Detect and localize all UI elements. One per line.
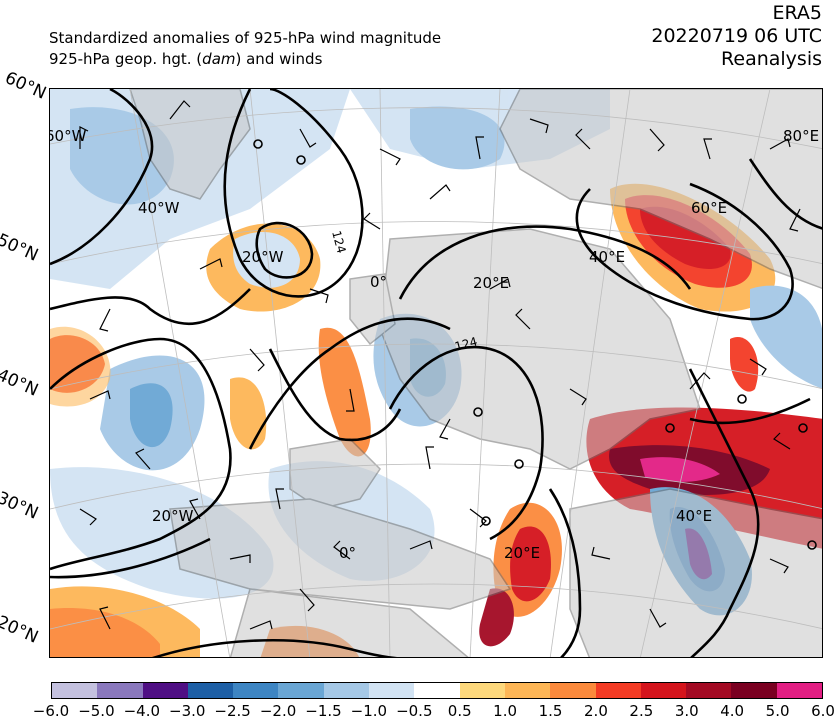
colorbar-segment bbox=[504, 683, 551, 698]
contour-label: 124 bbox=[453, 334, 479, 353]
colorbar-tick-label: −1.5 bbox=[305, 702, 342, 720]
colorbar-segment bbox=[187, 683, 234, 698]
colorbar-segment bbox=[459, 683, 505, 698]
colorbar-segment bbox=[640, 683, 687, 698]
lat-label-40n: 40°N bbox=[0, 365, 42, 401]
colorbar-tick-label: 0.5 bbox=[447, 702, 472, 720]
map-panel[interactable]: 124 124 bbox=[49, 88, 823, 658]
colorbar-tick-label: −6.0 bbox=[32, 702, 70, 720]
title-line-2: 925-hPa geop. hgt. (dam) and winds bbox=[49, 50, 323, 68]
lat-label-20n: 20°N bbox=[0, 612, 42, 648]
title-line-1: Standardized anomalies of 925-hPa wind m… bbox=[49, 29, 442, 47]
station-markers bbox=[253, 139, 817, 550]
lon-label-20w-south: 20°W bbox=[152, 507, 194, 525]
colorbar-ticks: −6.0 −5.0 −4.0 −3.0 −2.5 −2.0 −1.5 −1.0 −0.5 0.5 1… bbox=[0, 702, 834, 724]
colorbar-segment bbox=[52, 683, 98, 698]
colorbar-segment bbox=[414, 683, 460, 698]
colorbar-tick-label: 6.0 bbox=[811, 702, 834, 720]
lon-label-20e-south: 20°E bbox=[504, 544, 540, 562]
datetime-label: 20220719 06 UTC bbox=[651, 25, 822, 47]
colorbar-segment bbox=[233, 683, 279, 698]
colorbar-tick-label: 2.5 bbox=[629, 702, 654, 720]
lon-label-20e: 20°E bbox=[473, 274, 509, 292]
colorbar-tick-label: −0.5 bbox=[396, 702, 433, 720]
lon-label-40w: 40°W bbox=[138, 199, 180, 217]
colorbar-tick-label: 1.5 bbox=[538, 702, 563, 720]
contour-label: 124 bbox=[329, 229, 348, 255]
colorbar-segment bbox=[97, 683, 143, 698]
colorbar-segment bbox=[776, 683, 823, 698]
colorbar-tick-label: −4.0 bbox=[123, 702, 161, 720]
colorbar-tick-label: 5.0 bbox=[765, 702, 790, 720]
lon-label-40e: 40°E bbox=[589, 248, 625, 266]
colorbar-tick-label: 4.0 bbox=[720, 702, 745, 720]
colorbar-tick-label: −2.5 bbox=[214, 702, 251, 720]
colorbar-tick-label: −5.0 bbox=[78, 702, 115, 720]
lat-label-50n: 50°N bbox=[0, 230, 42, 266]
dataset-label: ERA5 bbox=[772, 2, 822, 24]
longitude-labels: 60°W 40°W 20°W 0° 20°E 40°E 60°E 80°E 20… bbox=[50, 127, 819, 562]
colorbar-segment bbox=[369, 683, 415, 698]
colorbar-tick-label: 1.0 bbox=[493, 702, 518, 720]
geopotential-contours bbox=[50, 89, 822, 657]
land-masses bbox=[129, 89, 822, 657]
colorbar-segment bbox=[731, 683, 777, 698]
colorbar-segment bbox=[142, 683, 188, 698]
lat-label-60n: 60°N bbox=[1, 68, 50, 104]
colorbar-segment bbox=[595, 683, 641, 698]
colorbar-tick-label: −2.0 bbox=[259, 702, 297, 720]
lon-label-60w: 60°W bbox=[50, 127, 87, 145]
colorbar bbox=[51, 682, 823, 699]
colorbar-segment bbox=[550, 683, 596, 698]
lat-label-30n: 30°N bbox=[0, 488, 42, 524]
wind-barbs bbox=[79, 100, 801, 630]
colorbar-tick-label: 3.0 bbox=[674, 702, 699, 720]
lon-label-20w: 20°W bbox=[242, 248, 284, 266]
product-label: Reanalysis bbox=[721, 48, 822, 70]
colorbar-tick-label: −1.0 bbox=[350, 702, 388, 720]
lon-label-0-south: 0° bbox=[339, 544, 356, 562]
colorbar-segment bbox=[323, 683, 370, 698]
colorbar-segment bbox=[278, 683, 324, 698]
contour-labels: 124 124 bbox=[329, 229, 479, 354]
colorbar-segment bbox=[686, 683, 732, 698]
chart-title: Standardized anomalies of 925-hPa wind m… bbox=[49, 28, 441, 70]
run-info: ERA5 20220719 06 UTC Reanalysis bbox=[651, 2, 822, 71]
graticule bbox=[50, 89, 822, 657]
colorbar-tick-label: 2.0 bbox=[584, 702, 608, 720]
lon-label-80e: 80°E bbox=[783, 127, 819, 145]
colorbar-tick-label: −3.0 bbox=[169, 702, 206, 720]
lon-label-0: 0° bbox=[370, 273, 387, 291]
map-svg: 124 124 bbox=[50, 89, 822, 657]
lon-label-40e-south: 40°E bbox=[676, 507, 712, 525]
lon-label-60e: 60°E bbox=[691, 199, 727, 217]
